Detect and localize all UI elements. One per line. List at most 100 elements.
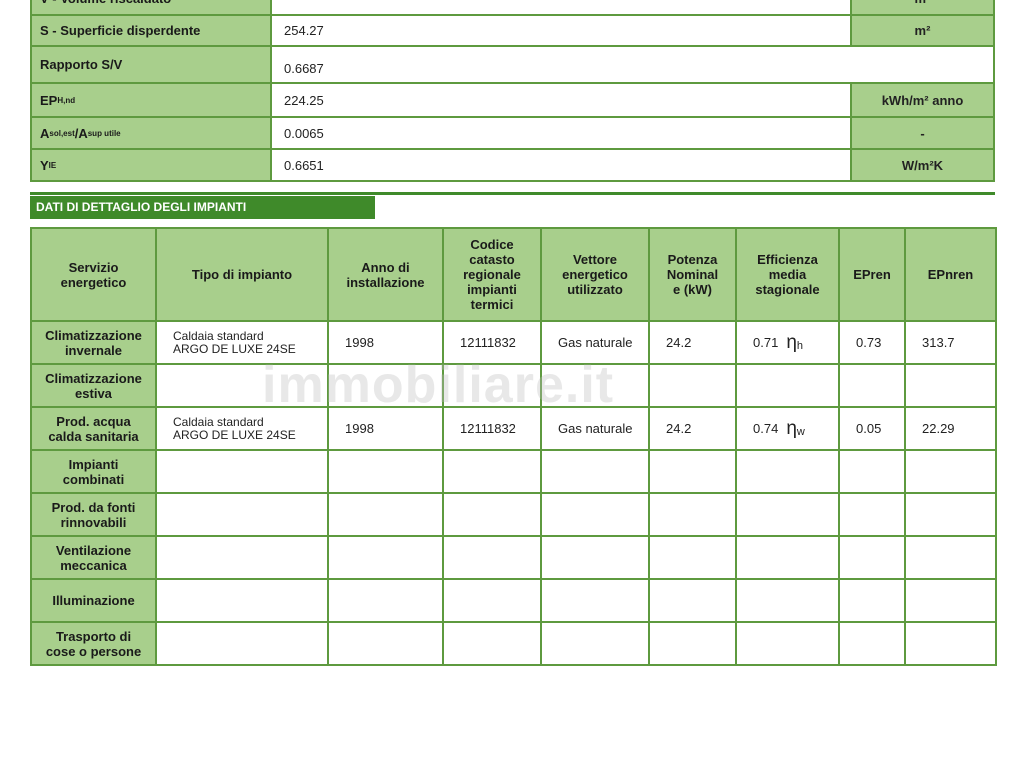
table-cell: 22.29 [904, 406, 997, 451]
summary-label: Rapporto S/V [30, 45, 272, 84]
label-text: V - Volume riscaldato [40, 0, 171, 6]
table-cell [648, 535, 737, 580]
table-cell [838, 363, 906, 408]
summary-value: 0.6651 [270, 148, 852, 182]
summary-value: 0.0065 [270, 116, 852, 150]
cell-text: Caldaia standard ARGO DE LUXE 24SE [173, 328, 296, 356]
label-text: /A [74, 125, 88, 141]
cell-text: 12111832 [460, 421, 516, 436]
table-cell [648, 449, 737, 494]
table-cell [735, 449, 840, 494]
column-header: Tipo di impianto [155, 227, 329, 322]
table-cell [155, 535, 329, 580]
table-cell [838, 578, 906, 623]
cell-text: 12111832 [460, 335, 516, 350]
table-cell [327, 535, 444, 580]
efficiency-value: 0.71 [753, 335, 779, 350]
table-cell [540, 492, 650, 537]
table-cell [735, 578, 840, 623]
table-cell [904, 621, 997, 666]
cell-text: 0.05 [856, 421, 882, 436]
efficiency-symbol: η [786, 418, 797, 439]
value-text: 224.25 [284, 92, 324, 108]
table-cell [648, 578, 737, 623]
table-cell [904, 578, 997, 623]
column-header: Potenza Nominal e (kW) [648, 227, 737, 322]
label-subscript: sup utile [87, 128, 121, 138]
table-cell [540, 621, 650, 666]
table-cell: 12111832 [442, 406, 542, 451]
section-title: DATI DI DETTAGLIO DEGLI IMPIANTI [30, 196, 375, 219]
watermark: immobiliare.it [262, 356, 615, 414]
table-cell [904, 535, 997, 580]
table-cell [735, 492, 840, 537]
service-label: Climatizzazione estiva [30, 363, 157, 408]
table-cell [155, 578, 329, 623]
table-cell: 313.7 [904, 320, 997, 365]
column-header: Efficienza media stagionale [735, 227, 840, 322]
table-cell: 0.73 [838, 320, 906, 365]
value-text: 254.27 [284, 23, 324, 38]
summary-value: 254.27 [270, 14, 852, 47]
table-cell: Gas naturale [540, 406, 650, 451]
value-text: 0.6687 [284, 61, 324, 76]
table-cell [838, 621, 906, 666]
table-cell: 1998 [327, 320, 444, 365]
table-cell: 0.71 η h [735, 320, 840, 365]
summary-value: 224.25 [270, 82, 852, 118]
service-label: Climatizzazione invernale [30, 320, 157, 365]
summary-unit: - [850, 116, 995, 150]
table-cell [540, 449, 650, 494]
table-cell: Gas naturale [540, 320, 650, 365]
table-cell [648, 492, 737, 537]
summary-unit: W/m²K [850, 148, 995, 182]
service-label: Illuminazione [30, 578, 157, 623]
value-text: 0.6651 [284, 157, 324, 173]
label-subscript: IE [48, 160, 57, 170]
cell-text: 1998 [345, 335, 374, 350]
cell-text: 24.2 [666, 335, 692, 350]
table-cell [442, 578, 542, 623]
table-cell [442, 535, 542, 580]
table-cell [838, 492, 906, 537]
cell-text: 313.7 [922, 335, 955, 350]
label-text: EP [40, 92, 58, 108]
summary-value: 0.6687 [270, 45, 995, 84]
table-cell: 24.2 [648, 406, 737, 451]
section-rule [30, 192, 995, 195]
cell-text: 22.29 [922, 421, 955, 436]
table-cell [648, 363, 737, 408]
service-label: Prod. acqua calda sanitaria [30, 406, 157, 451]
table-cell [155, 492, 329, 537]
column-header: Servizio energetico [30, 227, 157, 322]
column-header: Codice catasto regionale impianti termic… [442, 227, 542, 322]
label-text: Y [40, 157, 49, 173]
table-cell [735, 621, 840, 666]
efficiency-subscript: w [796, 426, 805, 438]
table-cell [735, 535, 840, 580]
summary-label: S - Superficie disperdente [30, 14, 272, 47]
table-cell [155, 621, 329, 666]
efficiency-value: 0.74 [753, 421, 779, 436]
label-subscript: sol,est [49, 128, 75, 138]
table-cell [155, 449, 329, 494]
column-header: EPnren [904, 227, 997, 322]
service-label: Impianti combinati [30, 449, 157, 494]
cell-text: 0.73 [856, 335, 882, 350]
table-cell [327, 578, 444, 623]
summary-label: EP H,nd [30, 82, 272, 118]
summary-unit: kWh/m² anno [850, 82, 995, 118]
table-cell [904, 449, 997, 494]
cell-text: Gas naturale [558, 421, 633, 436]
column-header: Vettore energetico utilizzato [540, 227, 650, 322]
table-cell [540, 535, 650, 580]
efficiency-symbol: η [786, 332, 797, 353]
label-text: Rapporto S/V [40, 57, 123, 72]
label-text: A [40, 125, 50, 141]
table-cell [327, 449, 444, 494]
table-cell [838, 449, 906, 494]
table-cell [442, 621, 542, 666]
service-label: Ventilazione meccanica [30, 535, 157, 580]
table-cell [540, 578, 650, 623]
